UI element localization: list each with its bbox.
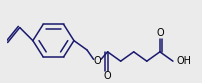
Text: O: O: [155, 28, 163, 38]
Text: O: O: [93, 56, 101, 66]
Text: OH: OH: [176, 56, 191, 66]
Text: O: O: [103, 71, 111, 81]
